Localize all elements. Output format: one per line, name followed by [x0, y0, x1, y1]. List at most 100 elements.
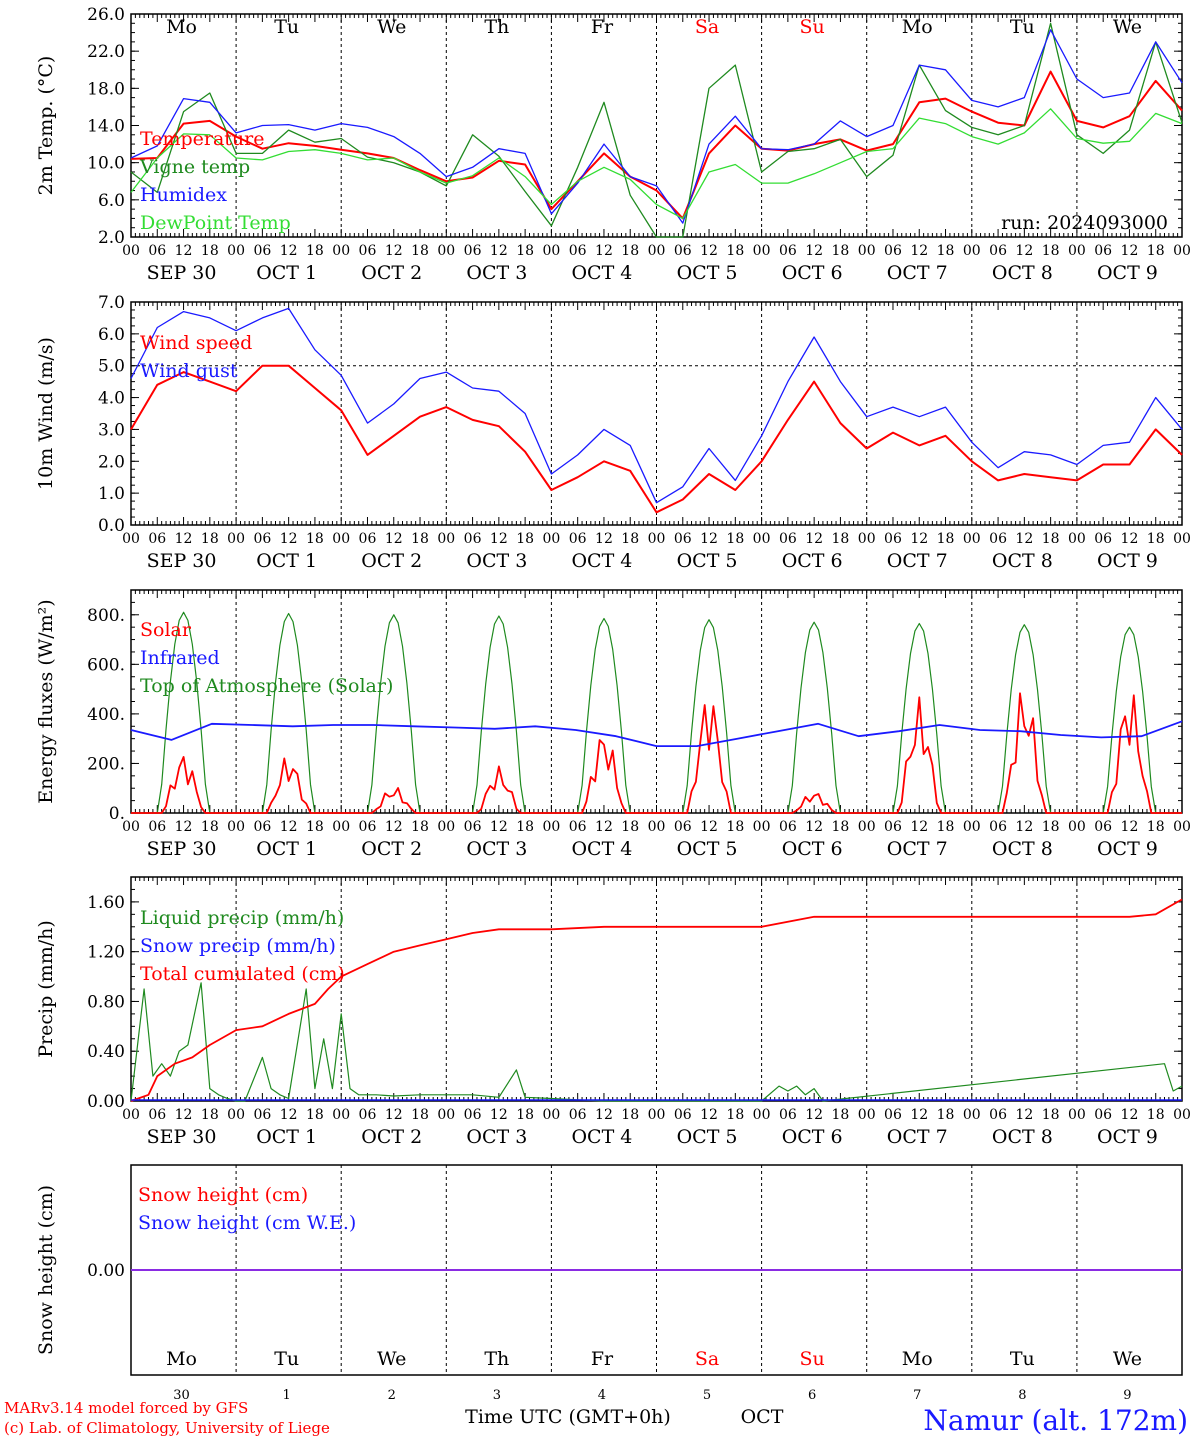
hour-label: 06: [989, 1107, 1007, 1123]
hour-label: 00: [1068, 531, 1086, 547]
date-label: OCT 8: [992, 1126, 1053, 1148]
legend-entry: Snow height (cm): [138, 1184, 308, 1206]
y-tick-label: 0.00: [87, 1261, 125, 1281]
y-tick-label: 0.40: [87, 1042, 125, 1062]
y-tick-label: 26.0: [87, 5, 125, 25]
date-label: OCT 2: [361, 1126, 422, 1148]
hour-label: 18: [726, 819, 744, 835]
day-abbr: Fr: [591, 16, 614, 38]
hour-label: 18: [1147, 243, 1165, 259]
hour-label: 18: [516, 531, 534, 547]
hour-label: 00: [753, 243, 771, 259]
hour-label: 12: [175, 243, 193, 259]
hour-label: 06: [148, 819, 166, 835]
date-label: OCT 1: [256, 838, 317, 860]
y-tick-label: 200.: [87, 754, 125, 774]
date-label: OCT 2: [361, 838, 422, 860]
hour-label: 12: [175, 819, 193, 835]
hour-label: 00: [858, 819, 876, 835]
wind-series: [130, 307, 1183, 504]
day-abbr: Sa: [695, 1348, 719, 1370]
day-number: 5: [703, 1388, 711, 1403]
y-tick-label: 0.: [109, 804, 125, 824]
day-number: 30: [173, 1388, 190, 1403]
day-number: 6: [808, 1388, 816, 1403]
infrared-series: [130, 720, 1183, 747]
hour-label: 18: [832, 819, 850, 835]
hour-label: 00: [437, 1107, 455, 1123]
day-abbr: We: [377, 16, 406, 38]
hour-label: 12: [700, 819, 718, 835]
date-label: SEP 30: [147, 550, 217, 572]
y-tick-label: 400.: [87, 705, 125, 725]
hour-label: 18: [832, 1107, 850, 1123]
hour-label: 18: [1042, 243, 1060, 259]
day-number: 4: [598, 1388, 606, 1403]
hour-label: 00: [648, 1107, 666, 1123]
run-label: run: 2024093000: [1001, 212, 1168, 234]
day-abbr: Th: [484, 1348, 509, 1370]
hour-label: 06: [569, 1107, 587, 1123]
hour-label: 06: [569, 243, 587, 259]
y-axis-label: Precip (mm/h): [35, 920, 57, 1058]
date-label: OCT 6: [782, 262, 843, 284]
hour-label: 12: [910, 243, 928, 259]
date-label: SEP 30: [147, 838, 217, 860]
hour-label: 12: [1121, 243, 1139, 259]
legend-entry: Wind speed: [140, 332, 252, 354]
date-label: OCT 3: [466, 262, 527, 284]
day-abbr: Fr: [591, 1348, 614, 1370]
date-label: OCT 7: [887, 838, 948, 860]
hour-label: 06: [884, 819, 902, 835]
hour-label: 06: [359, 1107, 377, 1123]
date-label: OCT 5: [677, 550, 738, 572]
hour-label: 00: [1173, 1107, 1191, 1123]
hour-label: 18: [726, 1107, 744, 1123]
hour-label: 00: [1068, 1107, 1086, 1123]
hour-label: 00: [753, 531, 771, 547]
date-label: OCT 2: [361, 550, 422, 572]
day-abbr: We: [1113, 16, 1142, 38]
y-tick-label: 1.60: [87, 893, 125, 913]
lab-credit: (c) Lab. of Climatology, University of L…: [4, 1419, 330, 1437]
hour-label: 00: [963, 819, 981, 835]
hour-label: 18: [411, 243, 429, 259]
hour-label: 06: [464, 243, 482, 259]
hour-label: 18: [411, 531, 429, 547]
hour-label: 12: [280, 819, 298, 835]
day-abbr: Mo: [902, 16, 933, 38]
legend-entry: Infrared: [140, 647, 220, 669]
hour-label: 00: [753, 1107, 771, 1123]
hour-label: 12: [385, 819, 403, 835]
y-tick-label: 4.0: [98, 389, 125, 409]
hour-label: 12: [700, 1107, 718, 1123]
y-tick-label: 1.0: [98, 484, 125, 504]
date-label: OCT 4: [571, 838, 632, 860]
y-tick-label: 14.0: [87, 117, 125, 137]
hour-label: 18: [516, 1107, 534, 1123]
hour-label: 12: [805, 1107, 823, 1123]
day-abbr: Th: [484, 16, 509, 38]
hour-label: 00: [332, 1107, 350, 1123]
hour-label: 00: [227, 819, 245, 835]
hour-label: 06: [464, 531, 482, 547]
hour-label: 06: [253, 531, 271, 547]
date-label: OCT 4: [571, 550, 632, 572]
hour-label: 18: [726, 243, 744, 259]
legend-entry: Total cumulated (cm): [140, 963, 345, 985]
day-abbr: Tu: [1010, 16, 1035, 38]
hour-label: 00: [227, 243, 245, 259]
hour-label: 06: [779, 819, 797, 835]
y-tick-label: 0.00: [87, 1092, 125, 1112]
hour-label: 00: [963, 243, 981, 259]
temp-series-1: [130, 22, 1183, 238]
hour-label: 18: [201, 819, 219, 835]
hour-label: 12: [595, 243, 613, 259]
temp-series-2: [130, 29, 1183, 224]
date-label: SEP 30: [147, 262, 217, 284]
date-label: OCT 5: [677, 262, 738, 284]
date-label: OCT 9: [1097, 262, 1158, 284]
hour-label: 12: [1121, 1107, 1139, 1123]
hour-label: 06: [779, 531, 797, 547]
hour-label: 00: [437, 531, 455, 547]
